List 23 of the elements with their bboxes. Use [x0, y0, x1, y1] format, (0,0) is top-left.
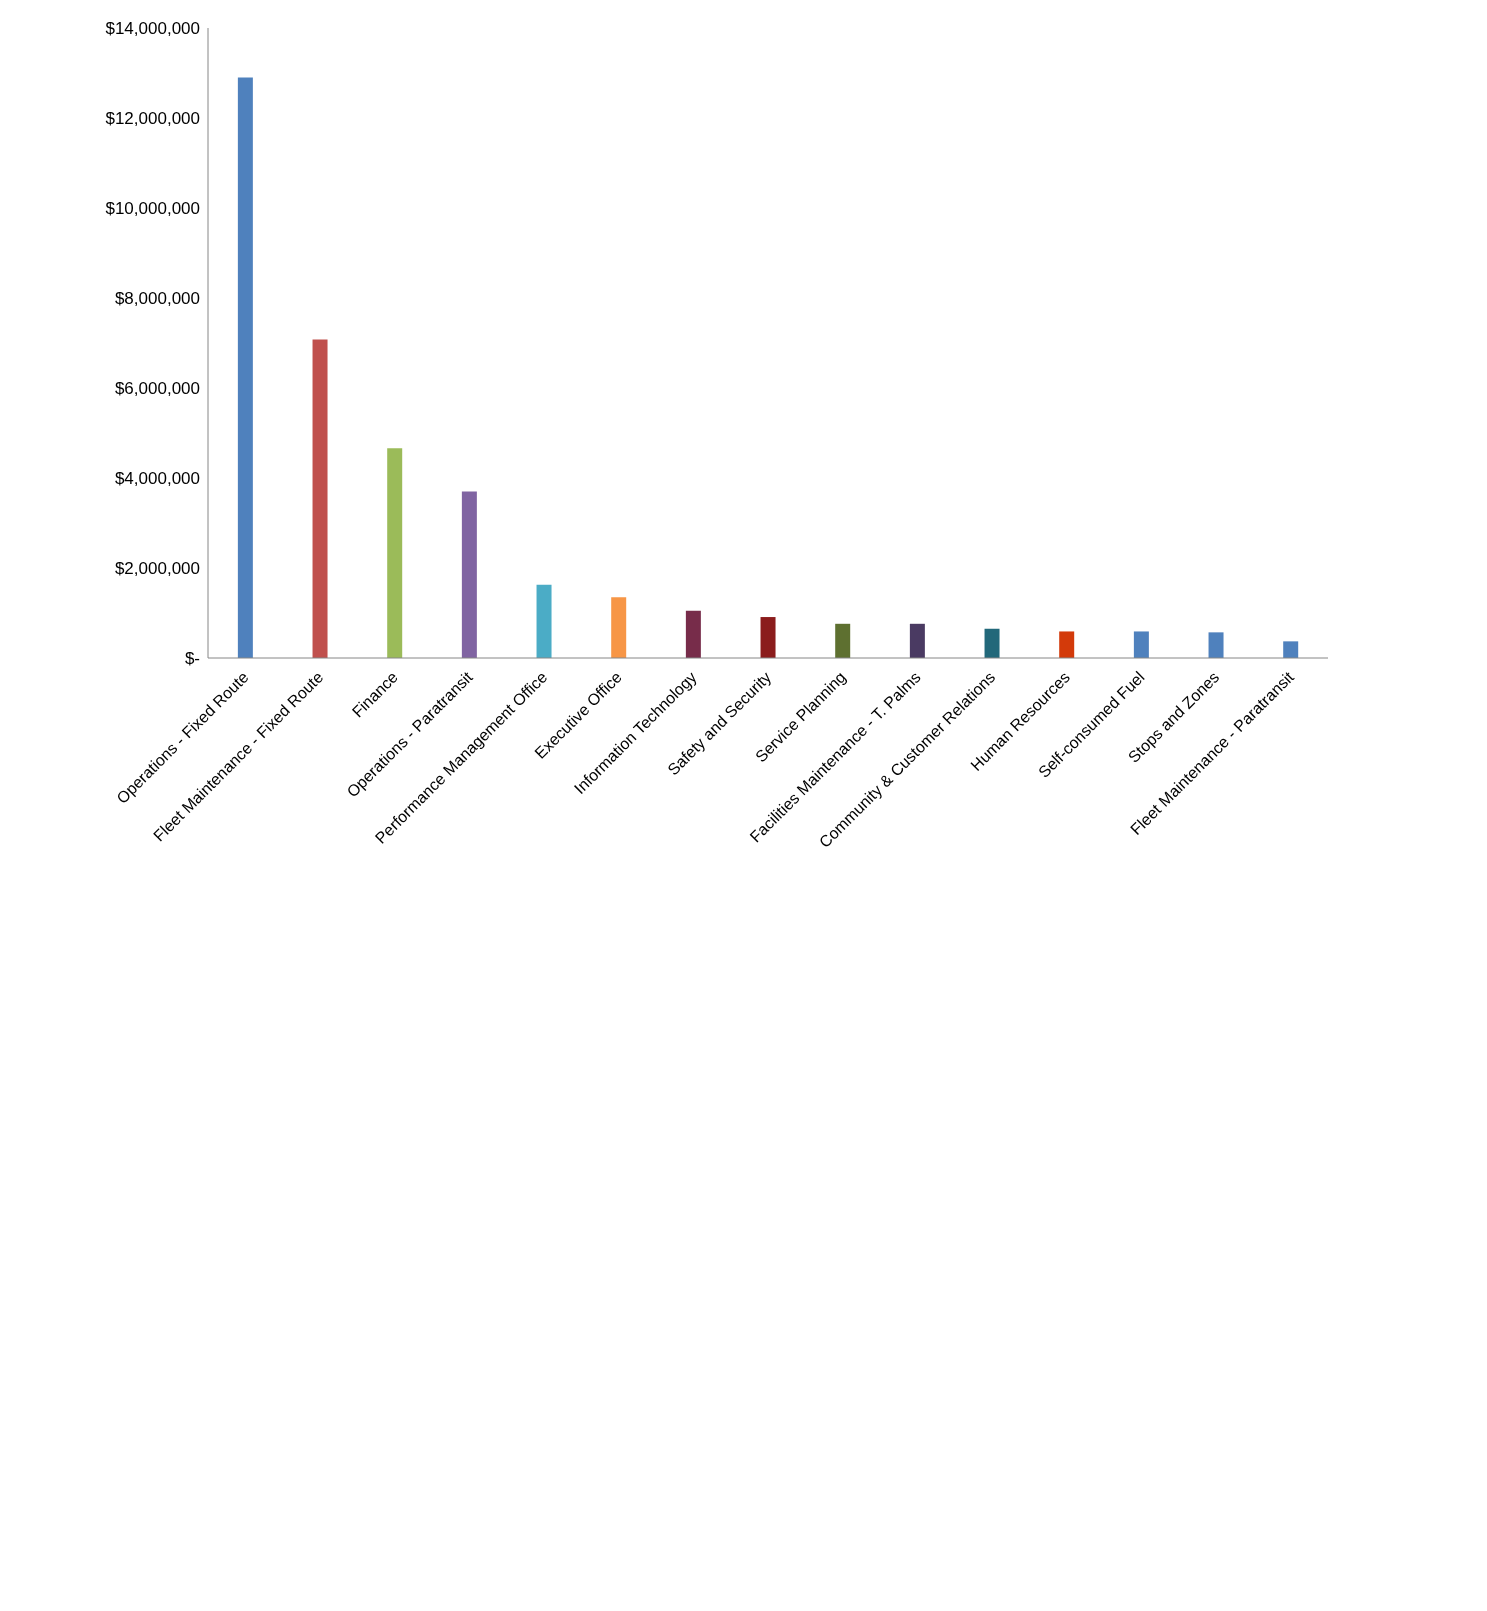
bar [1133, 631, 1149, 658]
bar [909, 623, 925, 658]
bar [237, 77, 253, 658]
bar [312, 339, 328, 658]
y-tick-label: $12,000,000 [105, 109, 200, 129]
bar [760, 617, 776, 658]
bar [1283, 641, 1299, 658]
bar [611, 597, 627, 658]
y-tick-label: $- [184, 649, 200, 669]
bar [1208, 632, 1224, 658]
bar [984, 628, 1000, 658]
bar [1059, 631, 1075, 658]
y-tick-label: $6,000,000 [114, 379, 200, 399]
bar [387, 448, 403, 658]
bar [461, 491, 477, 658]
y-tick-label: $10,000,000 [105, 199, 200, 219]
y-tick-label: $4,000,000 [114, 469, 200, 489]
bar [536, 584, 552, 658]
y-tick-label: $8,000,000 [114, 289, 200, 309]
bar [835, 623, 851, 658]
y-tick-label: $2,000,000 [114, 559, 200, 579]
bar [685, 610, 701, 658]
y-tick-label: $14,000,000 [105, 19, 200, 39]
